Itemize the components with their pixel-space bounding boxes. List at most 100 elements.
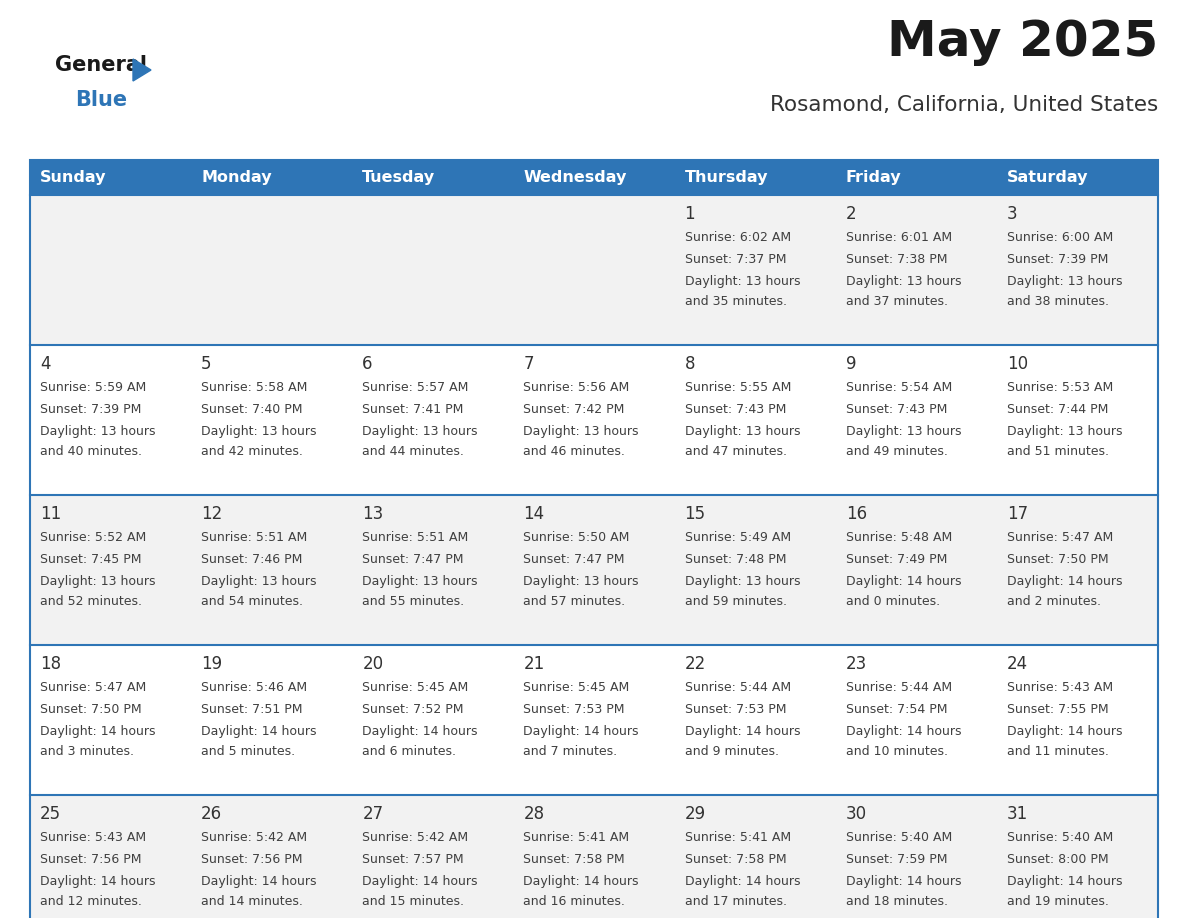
Text: and 59 minutes.: and 59 minutes. <box>684 595 786 608</box>
Text: Sunrise: 5:42 AM: Sunrise: 5:42 AM <box>362 831 468 844</box>
Text: Sunset: 7:37 PM: Sunset: 7:37 PM <box>684 253 786 266</box>
Text: and 52 minutes.: and 52 minutes. <box>40 595 143 608</box>
Text: Sunrise: 6:02 AM: Sunrise: 6:02 AM <box>684 231 791 244</box>
Text: Sunset: 7:51 PM: Sunset: 7:51 PM <box>201 703 303 716</box>
Text: Daylight: 14 hours: Daylight: 14 hours <box>1007 875 1123 888</box>
Text: 13: 13 <box>362 505 384 523</box>
Text: Daylight: 13 hours: Daylight: 13 hours <box>846 275 961 288</box>
Text: Sunrise: 5:47 AM: Sunrise: 5:47 AM <box>1007 531 1113 544</box>
Text: 15: 15 <box>684 505 706 523</box>
Text: Sunset: 7:59 PM: Sunset: 7:59 PM <box>846 853 947 866</box>
Text: Thursday: Thursday <box>684 170 769 185</box>
Text: and 16 minutes.: and 16 minutes. <box>524 895 625 908</box>
Text: Sunset: 7:43 PM: Sunset: 7:43 PM <box>684 403 786 416</box>
Text: Sunrise: 6:01 AM: Sunrise: 6:01 AM <box>846 231 952 244</box>
Text: 8: 8 <box>684 355 695 373</box>
Text: Sunrise: 5:45 AM: Sunrise: 5:45 AM <box>524 681 630 694</box>
Text: and 17 minutes.: and 17 minutes. <box>684 895 786 908</box>
Text: Sunset: 7:47 PM: Sunset: 7:47 PM <box>362 553 463 566</box>
Text: and 19 minutes.: and 19 minutes. <box>1007 895 1108 908</box>
Text: Daylight: 14 hours: Daylight: 14 hours <box>524 725 639 738</box>
Bar <box>30 645 1158 795</box>
Text: Daylight: 14 hours: Daylight: 14 hours <box>362 725 478 738</box>
Text: 22: 22 <box>684 655 706 673</box>
Text: Sunset: 7:42 PM: Sunset: 7:42 PM <box>524 403 625 416</box>
Text: Sunset: 7:38 PM: Sunset: 7:38 PM <box>846 253 947 266</box>
Text: Monday: Monday <box>201 170 272 185</box>
Text: and 47 minutes.: and 47 minutes. <box>684 445 786 458</box>
Text: Sunrise: 5:56 AM: Sunrise: 5:56 AM <box>524 381 630 394</box>
Text: and 46 minutes.: and 46 minutes. <box>524 445 625 458</box>
Text: Daylight: 13 hours: Daylight: 13 hours <box>846 425 961 438</box>
Text: Sunset: 7:39 PM: Sunset: 7:39 PM <box>40 403 141 416</box>
Text: Sunset: 7:41 PM: Sunset: 7:41 PM <box>362 403 463 416</box>
Text: Daylight: 13 hours: Daylight: 13 hours <box>684 575 800 588</box>
Text: 29: 29 <box>684 805 706 823</box>
Text: 9: 9 <box>846 355 857 373</box>
Text: General: General <box>55 55 147 75</box>
Text: 21: 21 <box>524 655 544 673</box>
Text: 17: 17 <box>1007 505 1028 523</box>
Text: Daylight: 14 hours: Daylight: 14 hours <box>201 875 317 888</box>
Text: Sunrise: 5:49 AM: Sunrise: 5:49 AM <box>684 531 791 544</box>
Text: Rosamond, California, United States: Rosamond, California, United States <box>770 95 1158 115</box>
Text: and 15 minutes.: and 15 minutes. <box>362 895 465 908</box>
Text: and 49 minutes.: and 49 minutes. <box>846 445 948 458</box>
Text: 30: 30 <box>846 805 867 823</box>
Text: Daylight: 13 hours: Daylight: 13 hours <box>40 425 156 438</box>
Text: Sunrise: 5:46 AM: Sunrise: 5:46 AM <box>201 681 308 694</box>
Text: 5: 5 <box>201 355 211 373</box>
Text: Sunrise: 5:44 AM: Sunrise: 5:44 AM <box>684 681 791 694</box>
Text: Daylight: 13 hours: Daylight: 13 hours <box>201 425 317 438</box>
Text: Sunrise: 5:52 AM: Sunrise: 5:52 AM <box>40 531 146 544</box>
Text: Daylight: 14 hours: Daylight: 14 hours <box>1007 725 1123 738</box>
Text: 3: 3 <box>1007 205 1017 223</box>
Text: and 38 minutes.: and 38 minutes. <box>1007 295 1108 308</box>
Text: Sunrise: 5:41 AM: Sunrise: 5:41 AM <box>684 831 791 844</box>
Text: May 2025: May 2025 <box>886 18 1158 66</box>
Text: and 5 minutes.: and 5 minutes. <box>201 745 296 758</box>
Text: Daylight: 14 hours: Daylight: 14 hours <box>40 875 156 888</box>
Text: Daylight: 13 hours: Daylight: 13 hours <box>1007 275 1123 288</box>
Text: Sunset: 7:39 PM: Sunset: 7:39 PM <box>1007 253 1108 266</box>
Text: 28: 28 <box>524 805 544 823</box>
Text: Sunset: 7:53 PM: Sunset: 7:53 PM <box>524 703 625 716</box>
Text: Sunset: 7:50 PM: Sunset: 7:50 PM <box>1007 553 1108 566</box>
Text: and 42 minutes.: and 42 minutes. <box>201 445 303 458</box>
Text: 19: 19 <box>201 655 222 673</box>
Text: and 51 minutes.: and 51 minutes. <box>1007 445 1108 458</box>
Text: Daylight: 14 hours: Daylight: 14 hours <box>846 575 961 588</box>
Text: Daylight: 13 hours: Daylight: 13 hours <box>201 575 317 588</box>
Text: Sunrise: 5:43 AM: Sunrise: 5:43 AM <box>40 831 146 844</box>
Text: Sunset: 7:43 PM: Sunset: 7:43 PM <box>846 403 947 416</box>
Text: and 2 minutes.: and 2 minutes. <box>1007 595 1101 608</box>
Text: 2: 2 <box>846 205 857 223</box>
Text: Sunrise: 5:50 AM: Sunrise: 5:50 AM <box>524 531 630 544</box>
Text: Daylight: 13 hours: Daylight: 13 hours <box>684 425 800 438</box>
Text: and 55 minutes.: and 55 minutes. <box>362 595 465 608</box>
Text: Daylight: 13 hours: Daylight: 13 hours <box>524 425 639 438</box>
Text: and 0 minutes.: and 0 minutes. <box>846 595 940 608</box>
Text: Daylight: 13 hours: Daylight: 13 hours <box>40 575 156 588</box>
Text: Sunrise: 5:42 AM: Sunrise: 5:42 AM <box>201 831 308 844</box>
Text: Sunrise: 5:40 AM: Sunrise: 5:40 AM <box>1007 831 1113 844</box>
Text: Daylight: 13 hours: Daylight: 13 hours <box>684 275 800 288</box>
Text: Sunrise: 5:58 AM: Sunrise: 5:58 AM <box>201 381 308 394</box>
Text: and 57 minutes.: and 57 minutes. <box>524 595 626 608</box>
Text: 4: 4 <box>40 355 51 373</box>
Text: Sunset: 7:58 PM: Sunset: 7:58 PM <box>524 853 625 866</box>
Text: Sunrise: 5:53 AM: Sunrise: 5:53 AM <box>1007 381 1113 394</box>
Text: 25: 25 <box>40 805 61 823</box>
Text: Daylight: 14 hours: Daylight: 14 hours <box>684 725 800 738</box>
Text: Daylight: 14 hours: Daylight: 14 hours <box>524 875 639 888</box>
Text: Sunset: 7:40 PM: Sunset: 7:40 PM <box>201 403 303 416</box>
Polygon shape <box>133 59 151 81</box>
Text: and 7 minutes.: and 7 minutes. <box>524 745 618 758</box>
Text: and 9 minutes.: and 9 minutes. <box>684 745 778 758</box>
Text: Daylight: 14 hours: Daylight: 14 hours <box>1007 575 1123 588</box>
Text: Saturday: Saturday <box>1007 170 1088 185</box>
Text: Friday: Friday <box>846 170 902 185</box>
Text: Sunset: 7:45 PM: Sunset: 7:45 PM <box>40 553 141 566</box>
Text: Sunrise: 5:51 AM: Sunrise: 5:51 AM <box>362 531 468 544</box>
Text: Sunrise: 5:54 AM: Sunrise: 5:54 AM <box>846 381 952 394</box>
